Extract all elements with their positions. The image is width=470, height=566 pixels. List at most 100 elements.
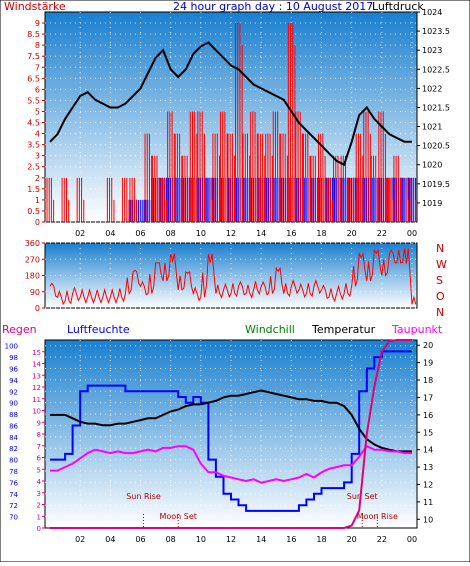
direction-tick-label: 0 (35, 304, 40, 313)
rain-tick-label: 6 (37, 455, 42, 463)
bottom-grid (45, 340, 417, 528)
wind-tick-label: 6.5 (27, 74, 40, 83)
time-tick-label: 10 (196, 229, 206, 238)
rain-tick-label: 1 (37, 513, 41, 521)
time-tick-label: 16 (286, 535, 296, 544)
temperature-axis-ticks: 10 11 12 13 14 15 16 17 18 19 20 (417, 341, 433, 524)
humidity-tick-label: 88 (9, 411, 18, 419)
astro-label: Moon Rise (357, 512, 398, 521)
pressure-tick-label: 1021.5 (422, 103, 450, 112)
temperature-tick-label: 13 (423, 463, 433, 472)
pressure-tick-label: 1023 (422, 46, 442, 55)
pressure-tick-label: 1022.5 (422, 65, 450, 74)
humidity-tick-label: 74 (9, 491, 18, 499)
rain-tick-label: 5 (37, 466, 41, 474)
rain-tick-label: 10 (32, 408, 41, 416)
rain-tick-label: 13 (32, 372, 41, 380)
pressure-series (49, 41, 412, 167)
wind-tick-label: 7 (35, 63, 40, 72)
wind-axis-ticks: 0 0.5 1 1.5 2 2.5 3 3.5 4 4.5 5 5.5 6 6.5 7 7.5 8 8.5 9 (27, 19, 45, 227)
time-tick-label: 02 (75, 229, 85, 238)
humidity-tick-label: 80 (9, 457, 18, 465)
rain-tick-label: 14 (32, 361, 41, 369)
wind-tick-label: 4 (35, 130, 40, 139)
temperature-humidity-panel: Regen Luftfeuchte Windchill Temperatur T… (2, 323, 443, 544)
wind-tick-label: 7.5 (27, 52, 40, 61)
wind-tick-label: 3 (35, 152, 40, 161)
time-tick-label: 02 (75, 535, 85, 544)
humidity-tick-label: 84 (9, 434, 18, 442)
chart-title: 24 hour graph day : 10 August 2017 (173, 0, 373, 13)
temperature-tick-label: 15 (423, 428, 433, 437)
temperature-tick-label: 10 (423, 515, 433, 524)
time-tick-label: 14 (256, 535, 266, 544)
pressure-tick-label: 1021 (422, 123, 442, 132)
compass-letter: W (436, 258, 447, 271)
windchill-label: Windchill (245, 323, 295, 336)
wind-tick-label: 9 (35, 19, 40, 28)
series-temperatur (50, 389, 412, 453)
rain-tick-label: 7 (37, 443, 41, 451)
temperature-label: Temperatur (311, 323, 376, 336)
temperature-tick-label: 16 (423, 411, 433, 420)
humidity-tick-label: 72 (9, 502, 18, 510)
wind-tick-label: 5 (35, 107, 40, 116)
temperature-tick-label: 17 (423, 393, 433, 402)
pressure-tick-label: 1020 (422, 161, 442, 170)
wind-tick-label: 2.5 (27, 163, 40, 172)
wind-tick-label: 5.5 (27, 96, 40, 105)
time-tick-label: 12 (226, 229, 236, 238)
time-tick-label: 14 (256, 229, 266, 238)
astro-label: Sun Set (347, 492, 378, 501)
temperature-tick-label: 19 (423, 359, 433, 368)
wind-tick-label: 1 (35, 196, 40, 205)
rain-label: Regen (2, 323, 37, 336)
pressure-tick-label: 1023.5 (422, 27, 450, 36)
series-regen (50, 339, 412, 529)
compass-letter: O (436, 290, 445, 303)
time-tick-label: 08 (166, 535, 176, 544)
wind-tick-label: 1.5 (27, 185, 40, 194)
time-tick-label: 22 (377, 535, 387, 544)
pressure-tick-label: 1022 (422, 84, 442, 93)
rain-tick-label: 0 (37, 525, 41, 533)
pressure-tick-label: 1024 (422, 8, 442, 17)
pressure-tick-label: 1020.5 (422, 142, 450, 151)
temperature-tick-label: 20 (423, 341, 433, 350)
bottom-time-ticks: 02 04 06 08 10 12 14 16 18 20 22 00 (75, 535, 417, 544)
time-tick-label: 00 (407, 535, 417, 544)
rain-tick-label: 3 (37, 490, 41, 498)
wind-pressure-panel: Windstärke 24 hour graph day : 10 August… (4, 0, 450, 238)
right-axis-title: Luftdruck (372, 0, 424, 13)
direction-tick-label: 90 (30, 288, 40, 297)
time-tick-label: 22 (377, 229, 387, 238)
humidity-axis-ticks: 70 72 74 76 78 80 82 84 86 88 90 92 94 96 98 100 (5, 343, 19, 522)
time-tick-label: 12 (226, 535, 236, 544)
series-taupunkt (50, 444, 412, 484)
direction-tick-label: 270 (25, 255, 40, 264)
time-tick-label: 04 (105, 229, 115, 238)
rain-tick-label: 11 (32, 396, 41, 404)
pressure-axis-ticks: 1019 1019.5 1020 1020.5 1021 1021.5 1022 1022.5… (417, 8, 450, 208)
pressure-tick-label: 1019 (422, 199, 442, 208)
humidity-tick-label: 94 (9, 377, 18, 385)
time-tick-label: 20 (347, 229, 357, 238)
humidity-tick-label: 86 (9, 422, 18, 430)
time-tick-label: 00 (407, 229, 417, 238)
humidity-tick-label: 78 (9, 468, 18, 476)
astro-markers: Sun Rise Moon Set Sun Set Moon Rise (126, 492, 398, 528)
humidity-tick-label: 100 (5, 343, 18, 351)
direction-tick-label: 180 (25, 272, 40, 281)
humidity-tick-label: 82 (9, 445, 18, 453)
humidity-label: Luftfeuchte (67, 323, 130, 336)
direction-series (49, 248, 417, 306)
humidity-tick-label: 76 (9, 479, 18, 487)
time-tick-label: 08 (166, 229, 176, 238)
rain-tick-label: 4 (37, 478, 42, 486)
rain-tick-label: 2 (37, 502, 41, 510)
wind-tick-label: 8.5 (27, 30, 40, 39)
